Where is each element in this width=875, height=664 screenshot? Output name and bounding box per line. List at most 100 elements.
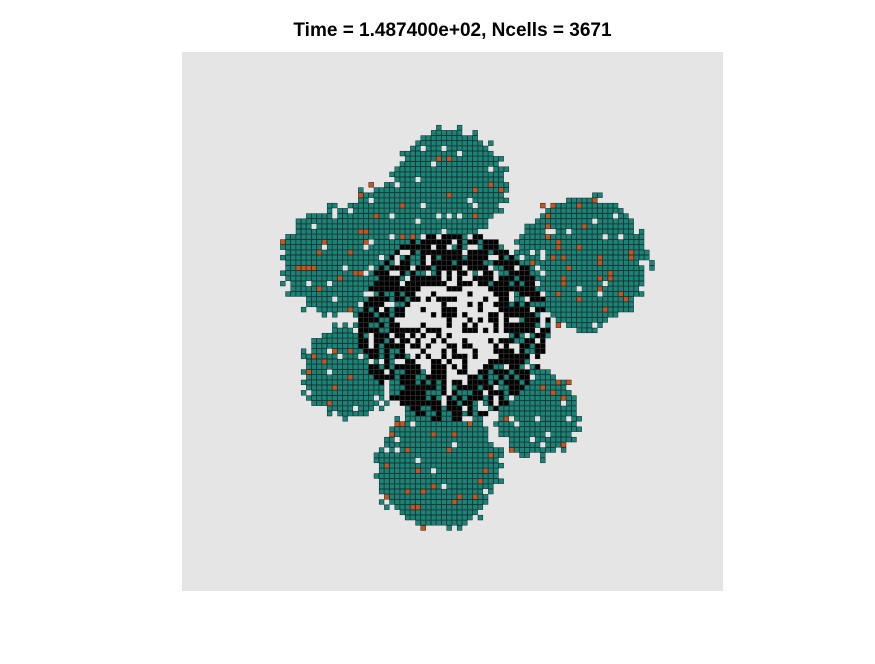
cell	[415, 494, 421, 500]
cell	[352, 384, 359, 391]
cell	[342, 348, 348, 354]
cell	[332, 327, 338, 334]
cell	[404, 338, 411, 344]
cell	[550, 291, 556, 297]
cell	[389, 239, 395, 245]
cell	[373, 291, 380, 297]
cell	[420, 452, 426, 458]
cell	[332, 228, 338, 235]
cell	[451, 353, 458, 360]
cell	[456, 166, 463, 172]
cell	[488, 384, 494, 391]
cell	[560, 395, 567, 401]
cell	[363, 208, 369, 214]
cell	[378, 301, 385, 308]
cell	[612, 218, 619, 224]
cell	[342, 270, 348, 276]
cell	[425, 374, 432, 380]
cell	[571, 296, 577, 302]
cell	[415, 343, 421, 349]
cell	[586, 218, 593, 224]
cell	[451, 130, 458, 136]
cell	[467, 223, 473, 230]
cell	[540, 369, 546, 375]
cell	[425, 244, 432, 250]
cell	[316, 301, 322, 308]
cell	[430, 457, 437, 464]
cell	[456, 452, 463, 458]
cell	[514, 379, 520, 386]
cell	[493, 192, 499, 198]
cell	[441, 348, 447, 354]
cell	[321, 239, 328, 245]
cell	[550, 426, 556, 432]
cell	[316, 234, 322, 240]
cell	[378, 405, 385, 412]
cell	[295, 234, 302, 240]
cell	[373, 348, 380, 354]
cell	[430, 509, 437, 516]
cell	[462, 223, 468, 230]
cell	[316, 400, 322, 406]
cell	[462, 208, 468, 214]
cell	[399, 260, 406, 266]
cell	[430, 369, 437, 375]
cell	[503, 395, 510, 401]
cell	[420, 457, 426, 464]
cell	[607, 239, 614, 245]
cell	[430, 436, 437, 443]
cell	[295, 223, 302, 230]
cell	[425, 379, 432, 386]
cell	[389, 473, 395, 479]
cell	[576, 223, 582, 230]
cell	[534, 254, 541, 261]
cell	[566, 291, 572, 297]
cell	[493, 156, 499, 162]
cell	[316, 364, 322, 370]
cell	[592, 260, 598, 266]
cell	[394, 384, 400, 391]
cell	[508, 306, 515, 313]
cell	[368, 353, 374, 360]
cell	[560, 270, 567, 276]
cell	[482, 369, 489, 375]
cell	[519, 234, 525, 240]
cell	[430, 275, 437, 282]
cell	[514, 395, 520, 401]
cell	[425, 265, 432, 271]
cell	[550, 390, 556, 396]
cell	[399, 176, 406, 183]
cell	[415, 400, 421, 406]
cell	[524, 223, 530, 230]
cell	[534, 301, 541, 308]
cell	[472, 234, 478, 240]
cell	[592, 228, 598, 235]
cell	[456, 509, 463, 516]
cell	[529, 431, 536, 438]
cell	[633, 291, 640, 297]
cell	[451, 364, 458, 370]
cell	[373, 296, 380, 302]
cell	[472, 213, 478, 219]
cell	[337, 332, 343, 339]
cell	[441, 478, 447, 484]
cell	[368, 192, 374, 198]
cell	[456, 140, 463, 146]
cell	[482, 202, 489, 209]
cell	[498, 447, 504, 453]
cell	[612, 265, 619, 271]
cell	[493, 182, 499, 188]
cell	[508, 369, 515, 375]
cell	[399, 291, 406, 297]
cell	[404, 473, 411, 479]
cell	[399, 265, 406, 271]
cell	[550, 405, 556, 412]
cell	[300, 218, 307, 224]
cell	[415, 520, 421, 526]
cell	[524, 384, 530, 391]
cell	[378, 228, 385, 235]
cell	[399, 509, 406, 516]
cell	[519, 260, 525, 266]
cell	[384, 494, 390, 500]
cell	[415, 161, 421, 167]
